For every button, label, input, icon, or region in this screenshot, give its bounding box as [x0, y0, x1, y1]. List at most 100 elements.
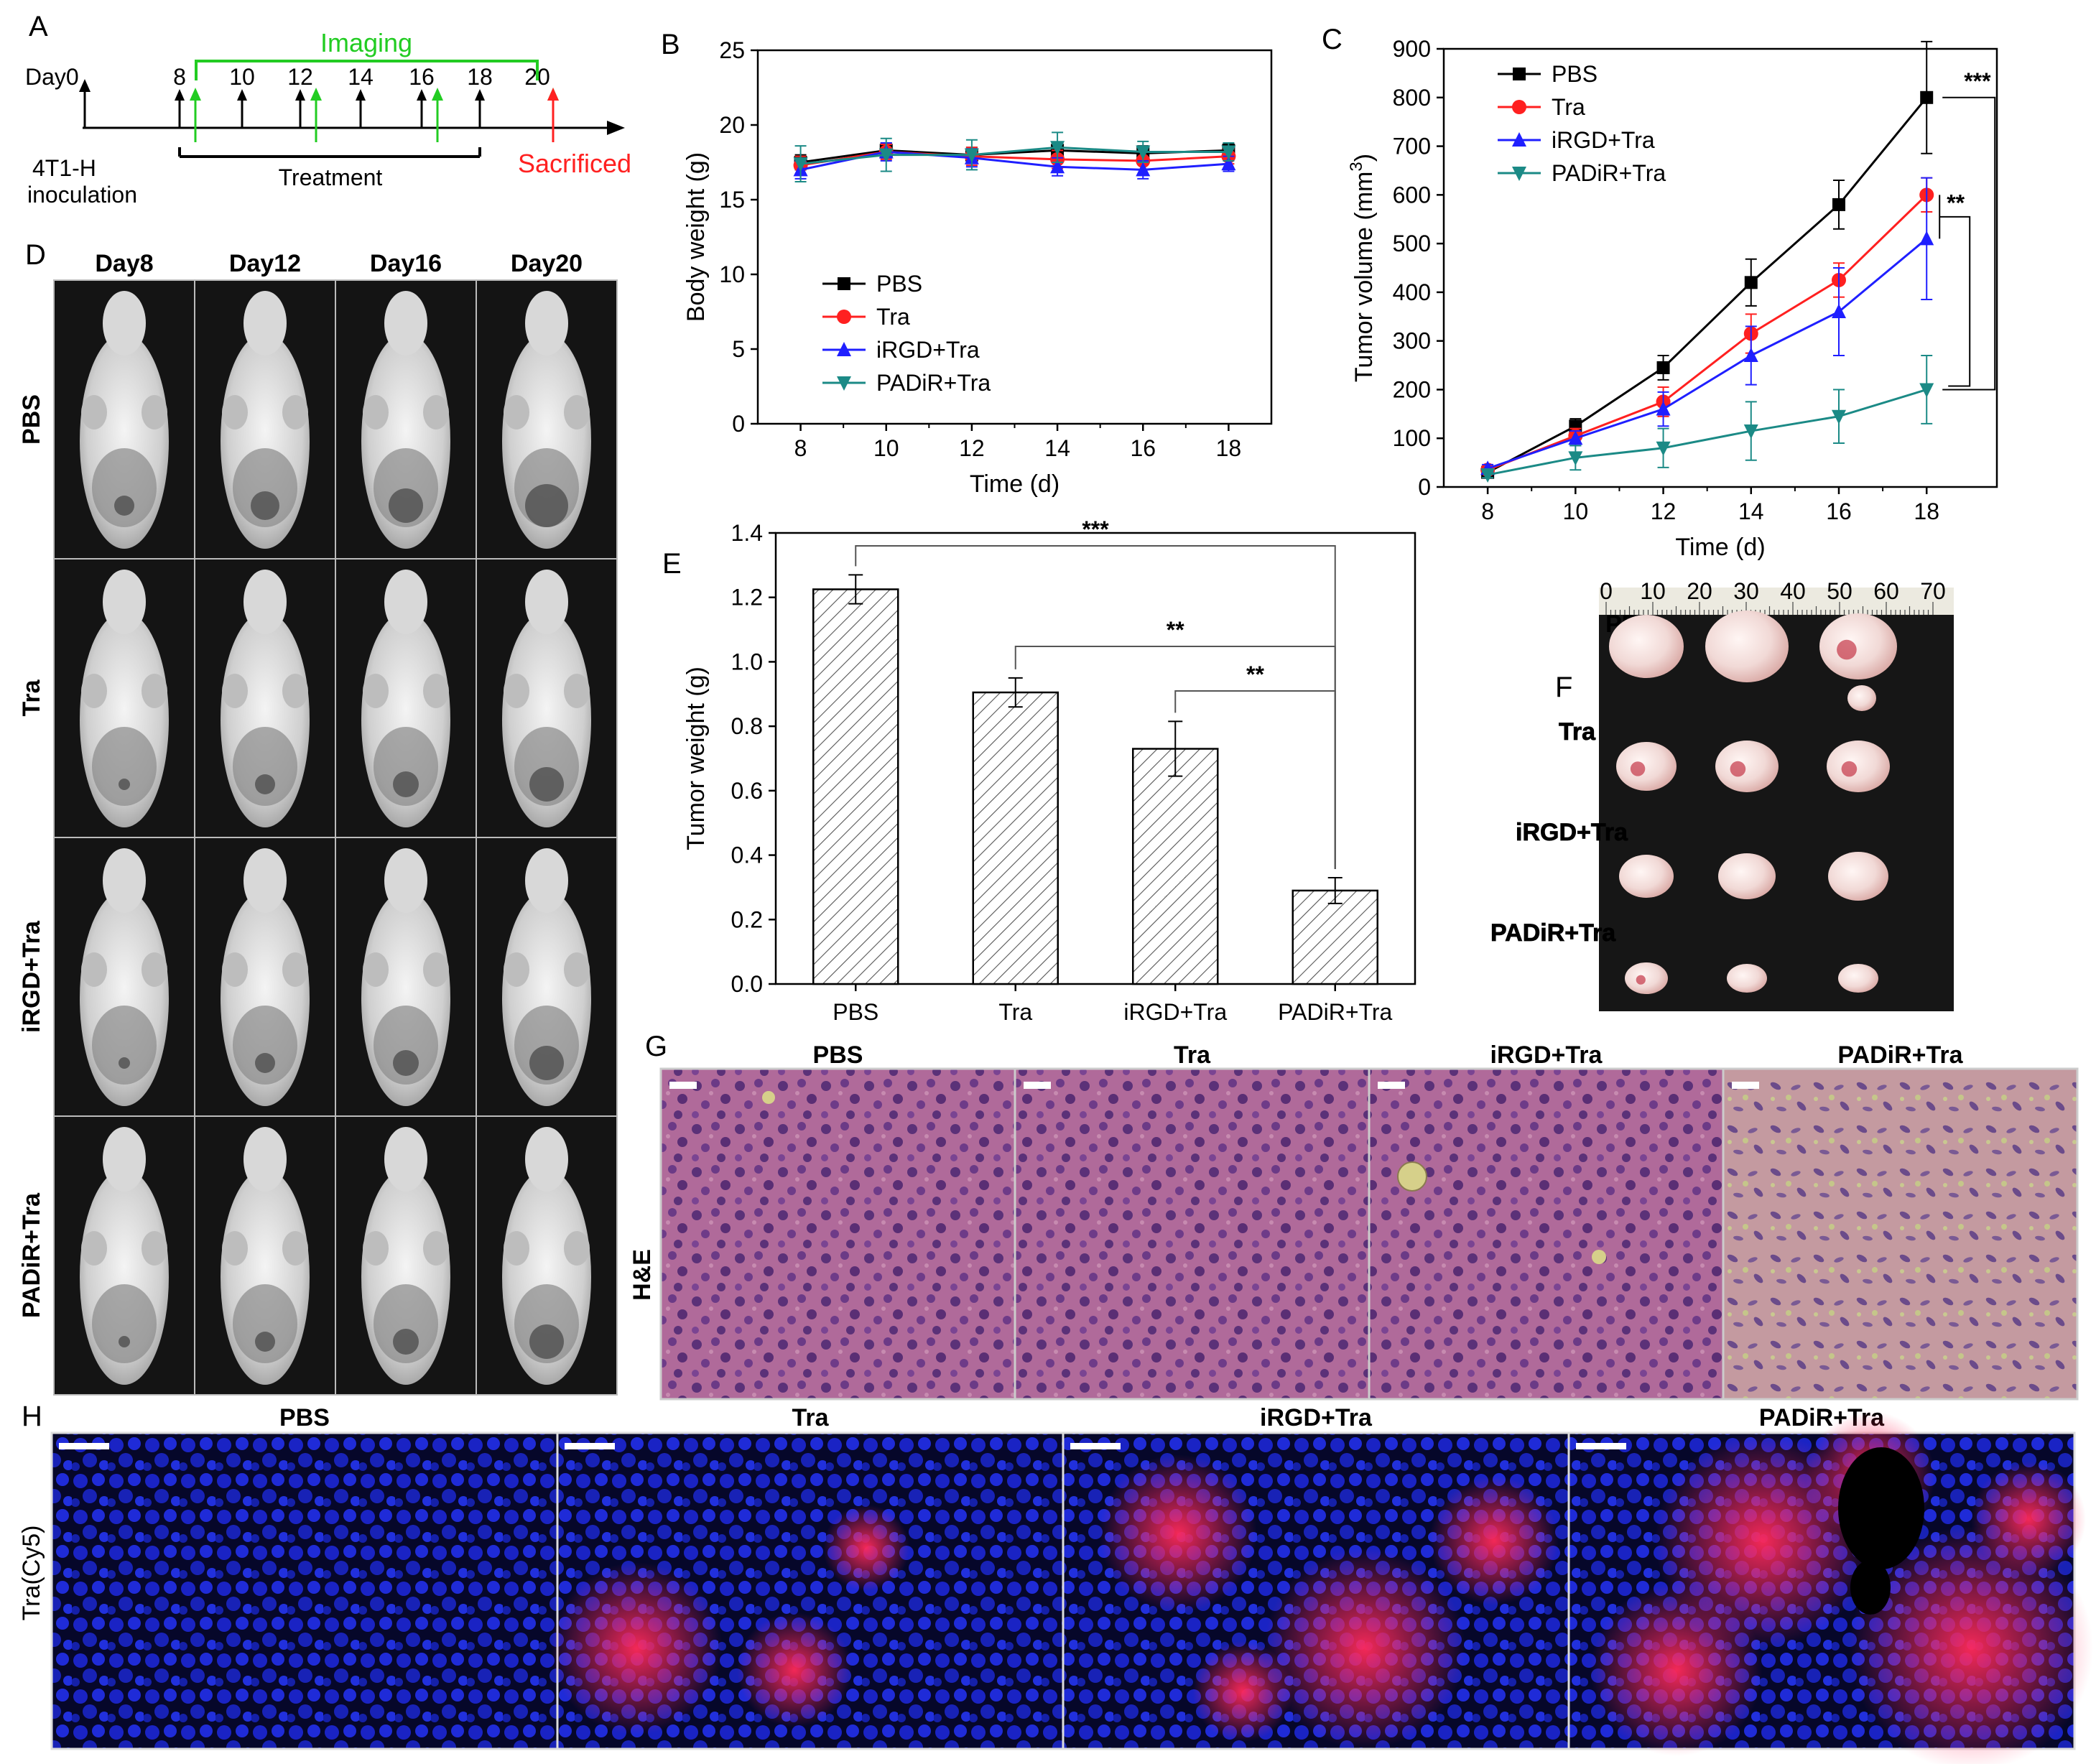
C-ytick-label: 700 [1393, 134, 1431, 159]
tumor-row-label-iRGD+Tra: iRGD+Tra [1516, 819, 1628, 846]
mouse-forelimb [282, 674, 308, 708]
C-ytick-label: 600 [1393, 182, 1431, 208]
B-point-iRGD+Tra [1050, 159, 1065, 174]
mouse-head [103, 848, 146, 913]
C-ylabel-sup: 3 [1347, 162, 1366, 171]
E-ytick-label: 0.2 [731, 906, 763, 932]
tumor-signal [119, 779, 130, 790]
cy5-signal [737, 1612, 852, 1727]
B-point-iRGD+Tra [1136, 162, 1151, 177]
ruler-mark-60: 60 [1873, 578, 1899, 604]
C-xtick-label: 14 [1738, 498, 1764, 524]
C-point-iRGD+Tra [1743, 348, 1758, 362]
mouse-head [384, 570, 427, 634]
abdomen-signal [374, 727, 438, 806]
mouse-forelimb [142, 1231, 167, 1266]
C-series-line-iRGD+Tra [1487, 238, 1928, 470]
sacrificed-label: Sacrificed [518, 149, 631, 178]
inoculation-line2: inoculation [27, 182, 137, 208]
B-xtick-label: 14 [1044, 435, 1070, 461]
tumor-signal [251, 491, 279, 520]
tumor-specimen [1616, 742, 1677, 791]
C-legend-label-iRGD+Tra: iRGD+Tra [1552, 127, 1655, 153]
C-ytick-label: 500 [1393, 231, 1431, 256]
he-row-label: H&E [629, 1249, 656, 1301]
mouse-head [525, 291, 568, 356]
mouse-forelimb [363, 674, 389, 708]
mouse-forelimb [363, 952, 389, 987]
cy5-signal [550, 1562, 723, 1735]
tumor-specimen [1827, 741, 1890, 792]
mouse-forelimb [504, 395, 529, 430]
mouse-head [525, 570, 568, 634]
day-label-14: 14 [348, 64, 374, 90]
mouse-forelimb [504, 1231, 529, 1266]
C-ylabel-end: ) [1350, 154, 1378, 162]
tumor-specimen [1727, 964, 1767, 993]
B-ytick-label: 10 [719, 261, 745, 287]
mouse-forelimb [423, 395, 449, 430]
fluor-image-PBS [50, 1431, 559, 1750]
mouse-forelimb [363, 395, 389, 430]
imaging-row-PADiR+Tra: PADiR+Tra [18, 1192, 45, 1318]
treatment-label: Treatment [279, 164, 383, 190]
E-ytick-label: 1.2 [731, 585, 763, 611]
C-xtick-label: 18 [1914, 498, 1939, 524]
panel-label-h: H [22, 1401, 42, 1432]
imaging-row-PBS: PBS [18, 394, 45, 445]
imaging-arrowhead-day12 [310, 88, 322, 101]
fluor-col-Tra: Tra [792, 1404, 829, 1431]
E-ytick-label: 0.6 [731, 778, 763, 804]
E-significance-bracket-1 [855, 545, 1336, 869]
mouse-forelimb [564, 1231, 590, 1266]
imaging-col-Day8: Day8 [95, 250, 153, 277]
mouse-forelimb [504, 952, 529, 987]
tumor-hemorrhage [1730, 761, 1746, 777]
C-ytick-label: 400 [1393, 279, 1431, 305]
C-ytick-label: 800 [1393, 85, 1431, 111]
B-legend-label-Tra: Tra [876, 304, 910, 330]
E-significance-label-1: *** [1082, 516, 1109, 542]
C-point-PADiR+Tra [1480, 468, 1496, 483]
he-vacuole [1397, 1161, 1427, 1192]
he-col-Tra: Tra [1174, 1041, 1211, 1069]
mouse-forelimb [282, 952, 308, 987]
C-point-PADiR+Tra [1919, 383, 1934, 398]
ruler-mark-0: 0 [1600, 578, 1613, 604]
C-legend-marker-PADiR+Tra [1512, 167, 1526, 181]
B-legend-label-PBS: PBS [876, 271, 922, 297]
cy5-signal [1192, 1641, 1293, 1742]
mouse-head [103, 1127, 146, 1192]
mouse-forelimb [282, 395, 308, 430]
B-legend-label-iRGD+Tra: iRGD+Tra [876, 337, 980, 363]
E-bar-Tra [972, 691, 1059, 985]
abdomen-signal [374, 1284, 438, 1363]
E-significance-label-3: ** [1246, 662, 1264, 687]
panel-label-g: G [645, 1031, 667, 1062]
tumor-signal [255, 1053, 275, 1073]
fluor-scale-bar [59, 1443, 109, 1449]
B-point-PADiR+Tra [1136, 145, 1151, 160]
panel-label-e: E [662, 548, 682, 580]
tumor-signal [119, 1057, 130, 1069]
he-col-PBS: PBS [813, 1041, 863, 1069]
E-xtick-label-iRGD+Tra: iRGD+Tra [1123, 999, 1227, 1025]
panel-g-he-staining: G H&E PBS Tra iRGD+Tra PADiR+Tra [629, 1031, 2079, 1401]
C-ytick-label: 300 [1393, 328, 1431, 354]
C-point-iRGD+Tra [1568, 430, 1583, 445]
day-label-10: 10 [229, 64, 255, 90]
tumor-row-label-PADiR+Tra: PADiR+Tra [1490, 919, 1616, 947]
C-legend-label-PADiR+Tra: PADiR+Tra [1552, 160, 1666, 186]
imaging-row-Tra: Tra [18, 679, 45, 716]
B-xtick-label: 8 [794, 435, 807, 461]
fluor-col-iRGD+Tra: iRGD+Tra [1260, 1404, 1373, 1431]
C-significance-label-2: ** [1947, 190, 1965, 215]
C-point-iRGD+Tra [1656, 401, 1671, 416]
tumor-hemorrhage [1630, 761, 1646, 776]
vessel-lumen [1838, 1447, 1924, 1569]
ruler-mark-40: 40 [1780, 578, 1806, 604]
C-series-line-Tra [1487, 194, 1928, 471]
C-legend-marker-PBS [1513, 68, 1526, 80]
day-label-16: 16 [409, 64, 435, 90]
